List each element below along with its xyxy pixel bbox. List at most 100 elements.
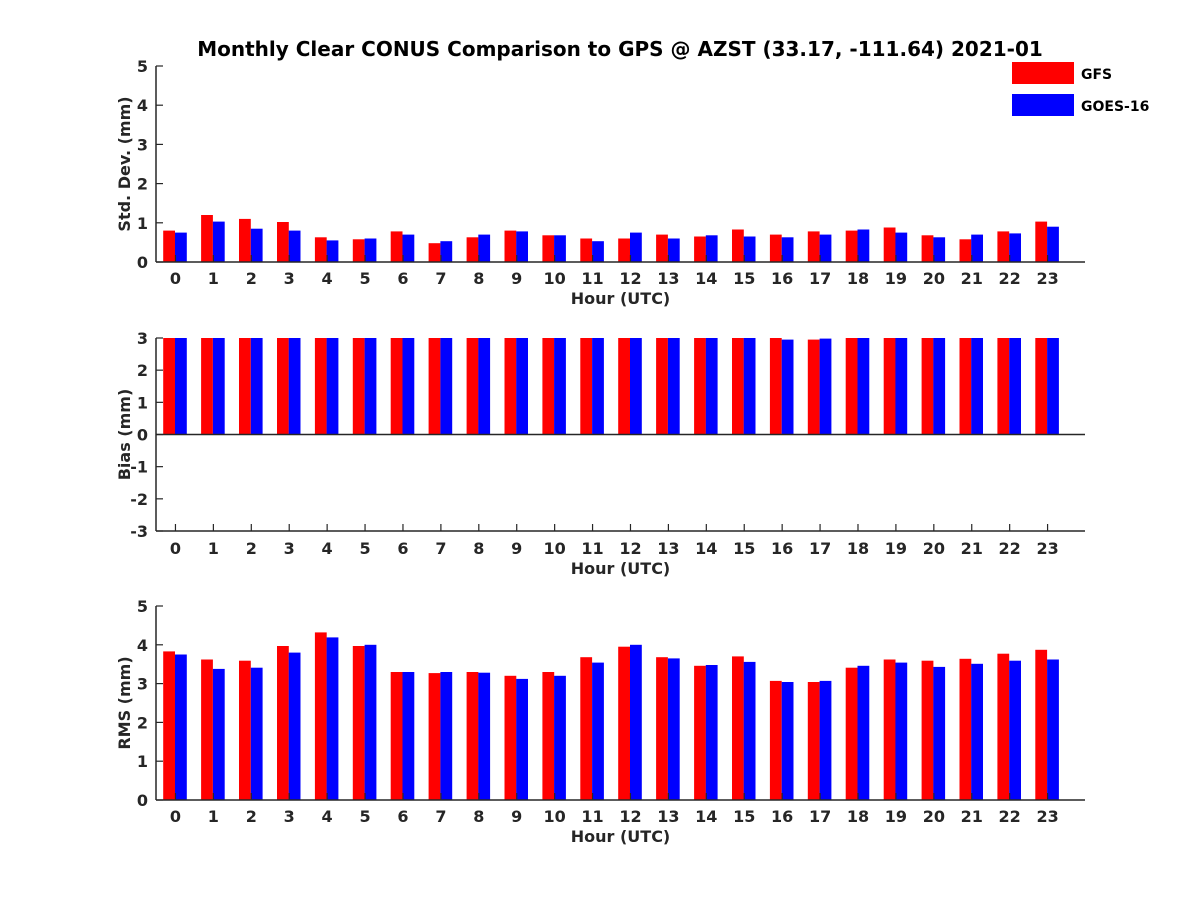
bar-gfs-hour-5 — [352, 239, 365, 262]
bar-gfs-hour-4 — [314, 237, 327, 262]
x-tick-label: 12 — [619, 807, 641, 826]
bar-goes-16-hour-19 — [895, 232, 908, 262]
x-tick-label: 8 — [473, 269, 484, 288]
x-tick-label: 13 — [657, 807, 679, 826]
bar-gfs-hour-16 — [769, 338, 782, 435]
x-tick-label: 3 — [284, 807, 295, 826]
x-tick-label: 22 — [999, 269, 1021, 288]
x-tick-label: 0 — [170, 269, 181, 288]
x-tick-label: 5 — [359, 539, 370, 558]
bar-goes-16-hour-0 — [175, 654, 187, 800]
x-tick-label: 8 — [473, 539, 484, 558]
bar-gfs-hour-15 — [732, 229, 744, 262]
bar-gfs-hour-18 — [845, 338, 858, 435]
bar-goes-16-hour-8 — [478, 672, 491, 800]
bar-gfs-hour-17 — [807, 231, 820, 262]
legend-swatch-gfs — [1012, 62, 1074, 84]
bar-gfs-hour-17 — [807, 339, 820, 435]
bar-gfs-hour-0 — [163, 230, 175, 262]
bar-gfs-hour-13 — [656, 338, 668, 435]
y-axis-label: RMS (mm) — [115, 656, 134, 749]
bar-gfs-hour-23 — [1035, 649, 1048, 800]
x-tick-label: 11 — [581, 269, 603, 288]
bar-goes-16-hour-6 — [402, 672, 415, 800]
x-tick-label: 15 — [733, 269, 755, 288]
bar-gfs-hour-21 — [959, 239, 972, 262]
bar-gfs-hour-8 — [466, 237, 479, 262]
bar-gfs-hour-22 — [997, 338, 1010, 435]
y-tick-label: 5 — [137, 57, 148, 76]
bar-goes-16-hour-11 — [592, 662, 604, 800]
x-tick-label: 7 — [435, 269, 446, 288]
x-tick-label: 19 — [885, 539, 907, 558]
y-tick-label: 2 — [137, 175, 148, 194]
x-tick-label: 10 — [544, 269, 566, 288]
x-tick-label: 3 — [284, 539, 295, 558]
y-tick-label: 3 — [137, 135, 148, 154]
bar-goes-16-hour-5 — [364, 238, 377, 262]
y-tick-label: 4 — [137, 96, 148, 115]
x-tick-label: 21 — [961, 807, 983, 826]
bar-goes-16-hour-14 — [705, 235, 718, 262]
bar-gfs-hour-13 — [656, 657, 668, 800]
y-tick-label: 2 — [137, 361, 148, 380]
bar-goes-16-hour-15 — [743, 661, 756, 800]
bar-gfs-hour-9 — [504, 230, 517, 262]
x-tick-label: 14 — [695, 807, 717, 826]
bar-goes-16-hour-6 — [402, 338, 415, 435]
x-tick-label: 7 — [435, 539, 446, 558]
bar-goes-16-hour-7 — [440, 338, 453, 435]
bar-gfs-hour-15 — [732, 338, 744, 435]
bar-gfs-hour-16 — [769, 234, 782, 262]
bar-gfs-hour-23 — [1035, 338, 1048, 435]
bar-gfs-hour-10 — [542, 672, 555, 800]
bar-goes-16-hour-4 — [326, 240, 339, 262]
bar-goes-16-hour-16 — [781, 237, 794, 262]
bar-goes-16-hour-8 — [478, 338, 491, 435]
x-tick-label: 23 — [1036, 807, 1058, 826]
x-tick-label: 12 — [619, 269, 641, 288]
bar-gfs-hour-14 — [694, 338, 706, 435]
x-tick-label: 16 — [771, 269, 793, 288]
bar-gfs-hour-21 — [959, 658, 972, 800]
y-tick-label: 0 — [137, 791, 148, 810]
legend-label-goes-16: GOES-16 — [1081, 99, 1149, 115]
bar-gfs-hour-11 — [580, 338, 593, 435]
bar-gfs-hour-19 — [883, 227, 896, 262]
bar-gfs-hour-4 — [314, 632, 327, 800]
bar-gfs-hour-9 — [504, 675, 517, 800]
bar-goes-16-hour-6 — [402, 234, 415, 262]
bar-goes-16-hour-11 — [592, 241, 604, 262]
bar-goes-16-hour-3 — [288, 230, 301, 262]
bar-goes-16-hour-17 — [819, 234, 832, 262]
x-tick-label: 9 — [511, 539, 522, 558]
bar-goes-16-hour-12 — [630, 338, 642, 435]
x-tick-label: 4 — [322, 539, 333, 558]
x-tick-label: 13 — [657, 269, 679, 288]
bar-goes-16-hour-7 — [440, 241, 453, 262]
x-tick-label: 23 — [1036, 539, 1058, 558]
bar-gfs-hour-21 — [959, 338, 972, 435]
bar-goes-16-hour-13 — [667, 238, 680, 262]
x-tick-label: 21 — [961, 539, 983, 558]
bar-gfs-hour-20 — [921, 660, 934, 800]
x-tick-label: 11 — [581, 539, 603, 558]
bar-gfs-hour-14 — [694, 236, 706, 262]
x-tick-label: 21 — [961, 269, 983, 288]
bar-gfs-hour-0 — [163, 651, 175, 800]
bar-gfs-hour-11 — [580, 238, 593, 262]
bar-goes-16-hour-16 — [781, 339, 794, 435]
bar-gfs-hour-23 — [1035, 221, 1048, 262]
y-tick-label: 0 — [137, 426, 148, 445]
x-tick-label: 15 — [733, 807, 755, 826]
bar-goes-16-hour-2 — [250, 667, 263, 800]
bar-goes-16-hour-16 — [781, 682, 794, 800]
bar-goes-16-hour-19 — [895, 662, 908, 800]
bar-goes-16-hour-23 — [1047, 338, 1059, 435]
bar-gfs-hour-1 — [201, 215, 213, 262]
bar-gfs-hour-20 — [921, 235, 934, 262]
x-tick-label: 20 — [923, 539, 945, 558]
y-axis-label: Std. Dev. (mm) — [115, 96, 134, 231]
bar-goes-16-hour-20 — [933, 666, 946, 800]
